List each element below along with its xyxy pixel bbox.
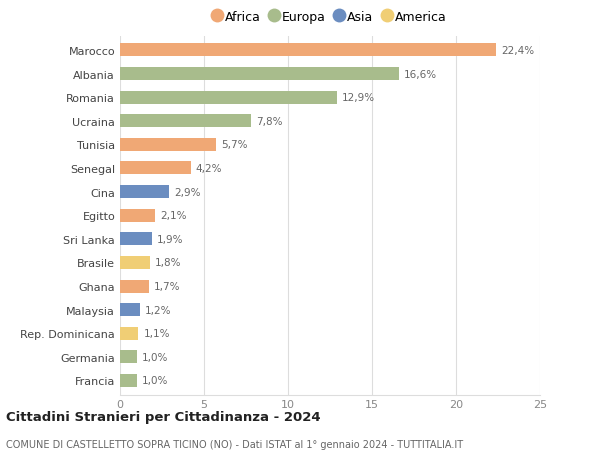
Bar	[120, 186, 169, 199]
Text: 4,2%: 4,2%	[196, 163, 222, 174]
Bar	[120, 68, 399, 81]
Text: 5,7%: 5,7%	[221, 140, 247, 150]
Text: 1,7%: 1,7%	[154, 281, 180, 291]
Text: 1,9%: 1,9%	[157, 234, 184, 244]
Text: 2,9%: 2,9%	[174, 187, 200, 197]
Text: 16,6%: 16,6%	[404, 69, 437, 79]
Text: 7,8%: 7,8%	[256, 117, 283, 127]
Text: Cittadini Stranieri per Cittadinanza - 2024: Cittadini Stranieri per Cittadinanza - 2…	[6, 410, 320, 423]
Bar	[120, 115, 251, 128]
Bar	[120, 327, 139, 340]
Text: 1,1%: 1,1%	[143, 329, 170, 338]
Text: 2,1%: 2,1%	[160, 211, 187, 221]
Text: 1,0%: 1,0%	[142, 352, 168, 362]
Text: COMUNE DI CASTELLETTO SOPRA TICINO (NO) - Dati ISTAT al 1° gennaio 2024 - TUTTIT: COMUNE DI CASTELLETTO SOPRA TICINO (NO) …	[6, 440, 463, 449]
Text: 12,9%: 12,9%	[342, 93, 375, 103]
Bar	[120, 91, 337, 105]
Text: 1,0%: 1,0%	[142, 375, 168, 386]
Bar	[120, 139, 216, 151]
Text: 22,4%: 22,4%	[502, 46, 535, 56]
Bar	[120, 233, 152, 246]
Text: 1,8%: 1,8%	[155, 258, 182, 268]
Bar	[120, 162, 191, 175]
Bar	[120, 351, 137, 364]
Bar	[120, 280, 149, 293]
Bar	[120, 374, 137, 387]
Bar	[120, 257, 150, 269]
Bar	[120, 45, 496, 57]
Bar	[120, 209, 155, 222]
Legend: Africa, Europa, Asia, America: Africa, Europa, Asia, America	[210, 7, 450, 28]
Text: 1,2%: 1,2%	[145, 305, 172, 315]
Bar	[120, 303, 140, 316]
